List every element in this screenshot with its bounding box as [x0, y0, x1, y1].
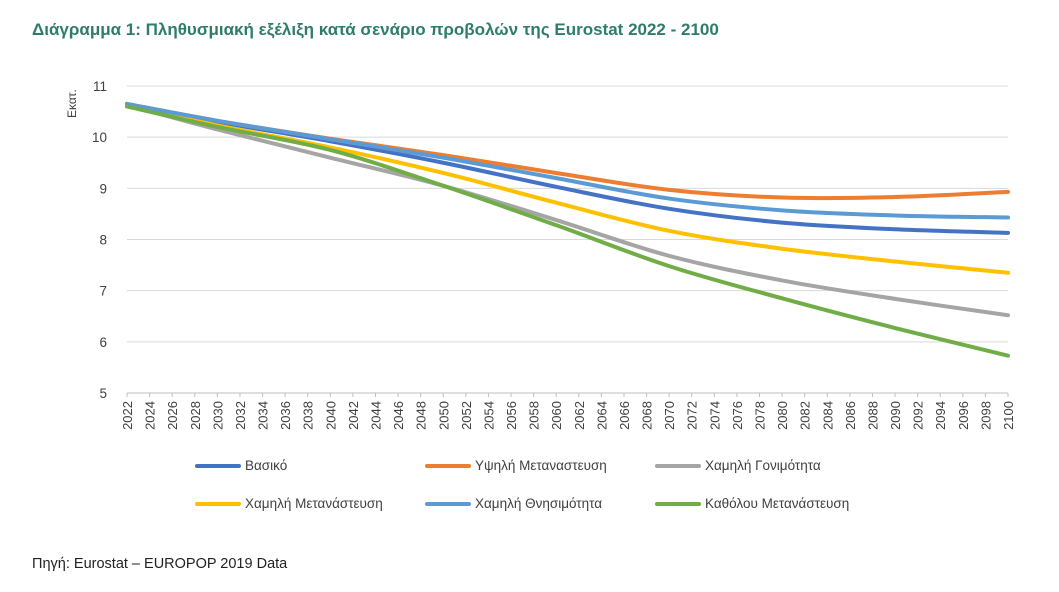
legend-label: Χαμηλή Γονιμότητα [705, 458, 821, 473]
legend-item-basic: Βασικό [195, 458, 287, 473]
x-tick-label: 2100 [1001, 401, 1016, 430]
legend-item-high-migration: Υψηλή Μεταναστευση [425, 458, 607, 473]
x-tick-label: 2080 [775, 401, 790, 430]
x-tick-label: 2062 [572, 401, 587, 430]
legend-swatch [655, 501, 701, 506]
y-axis-tick-labels: 5 6 7 8 9 10 11 [92, 79, 107, 401]
x-tick-label: 2030 [210, 401, 225, 430]
y-tick-label: 8 [99, 233, 107, 248]
x-tick-label: 2072 [685, 401, 700, 430]
x-tick-label: 2094 [933, 401, 948, 430]
legend-label: Καθόλου Μετανάστευση [705, 496, 850, 511]
chart-title: Διάγραμμα 1: Πληθυσμιακή εξέλιξη κατά σε… [32, 20, 719, 39]
legend-item-low-migration: Χαμηλή Μετανάστευση [195, 496, 383, 511]
y-tick-label: 5 [99, 386, 107, 401]
series-lines [125, 101, 1010, 358]
x-tick-label: 2032 [233, 401, 248, 430]
x-tick-label: 2084 [820, 401, 835, 430]
y-tick-label: 6 [99, 335, 107, 350]
x-axis [126, 392, 1009, 397]
y-tick-label: 10 [92, 130, 107, 145]
x-tick-label: 2060 [549, 401, 564, 430]
legend-swatch [425, 501, 471, 506]
x-tick-label: 2046 [391, 401, 406, 430]
x-tick-label: 2098 [978, 401, 993, 430]
x-tick-label: 2052 [459, 401, 474, 430]
legend-label: Χαμηλή Θνησιμότητα [475, 496, 603, 511]
series-line [125, 101, 1010, 220]
x-tick-label: 2078 [753, 401, 768, 430]
legend-label: Υψηλή Μεταναστευση [475, 458, 607, 473]
x-tick-label: 2050 [436, 401, 451, 430]
x-tick-label: 2034 [256, 401, 271, 430]
series-line [125, 101, 1010, 201]
legend-label: Χαμηλή Μετανάστευση [245, 496, 383, 511]
x-tick-label: 2040 [323, 401, 338, 430]
x-tick-label: 2024 [143, 401, 158, 430]
x-tick-label: 2054 [481, 401, 496, 430]
x-tick-label: 2038 [301, 401, 316, 430]
legend-item-low-fertility: Χαμηλή Γονιμότητα [655, 458, 821, 473]
y-tick-label: 9 [99, 181, 107, 196]
x-tick-label: 2066 [617, 401, 632, 430]
x-tick-label: 2074 [707, 401, 722, 430]
y-tick-label: 7 [99, 284, 107, 299]
series-line [125, 104, 1010, 358]
legend-swatch [655, 463, 701, 468]
x-tick-label: 2056 [504, 401, 519, 430]
x-tick-label: 2088 [865, 401, 880, 430]
y-axis-label: Εκατ. [65, 89, 79, 118]
x-tick-label: 2090 [888, 401, 903, 430]
x-axis-tick-labels: 2022 2024 2026 2028 2030 2032 2034 2036 2038 2040… [120, 401, 1016, 430]
series-line [125, 102, 1010, 318]
legend-label: Βασικό [245, 458, 288, 473]
y-tick-label: 11 [93, 79, 107, 94]
x-tick-label: 2092 [911, 401, 926, 430]
source-note: Πηγή: Eurostat – EUROPOP 2019 Data [32, 556, 288, 572]
x-tick-label: 2028 [188, 401, 203, 430]
x-tick-label: 2048 [414, 401, 429, 430]
legend-swatch [195, 463, 241, 468]
x-tick-label: 2096 [956, 401, 971, 430]
x-tick-label: 2082 [798, 401, 813, 430]
x-tick-label: 2042 [346, 401, 361, 430]
x-tick-label: 2068 [640, 401, 655, 430]
x-tick-label: 2070 [662, 401, 677, 430]
x-tick-label: 2076 [730, 401, 745, 430]
x-tick-label: 2086 [843, 401, 858, 430]
legend-swatch [425, 463, 471, 468]
legend: Βασικό Υψηλή Μεταναστευση Χαμηλή Γονιμότ… [190, 458, 950, 518]
x-tick-label: 2022 [120, 401, 135, 430]
x-tick-label: 2058 [527, 401, 542, 430]
legend-item-low-mortality: Χαμηλή Θνησιμότητα [425, 496, 602, 511]
legend-item-no-migration: Καθόλου Μετανάστευση [655, 496, 849, 511]
x-tick-label: 2036 [278, 401, 293, 430]
x-tick-label: 2064 [594, 401, 609, 430]
legend-swatch [195, 501, 241, 506]
x-tick-label: 2026 [165, 401, 180, 430]
x-tick-label: 2044 [368, 401, 383, 430]
